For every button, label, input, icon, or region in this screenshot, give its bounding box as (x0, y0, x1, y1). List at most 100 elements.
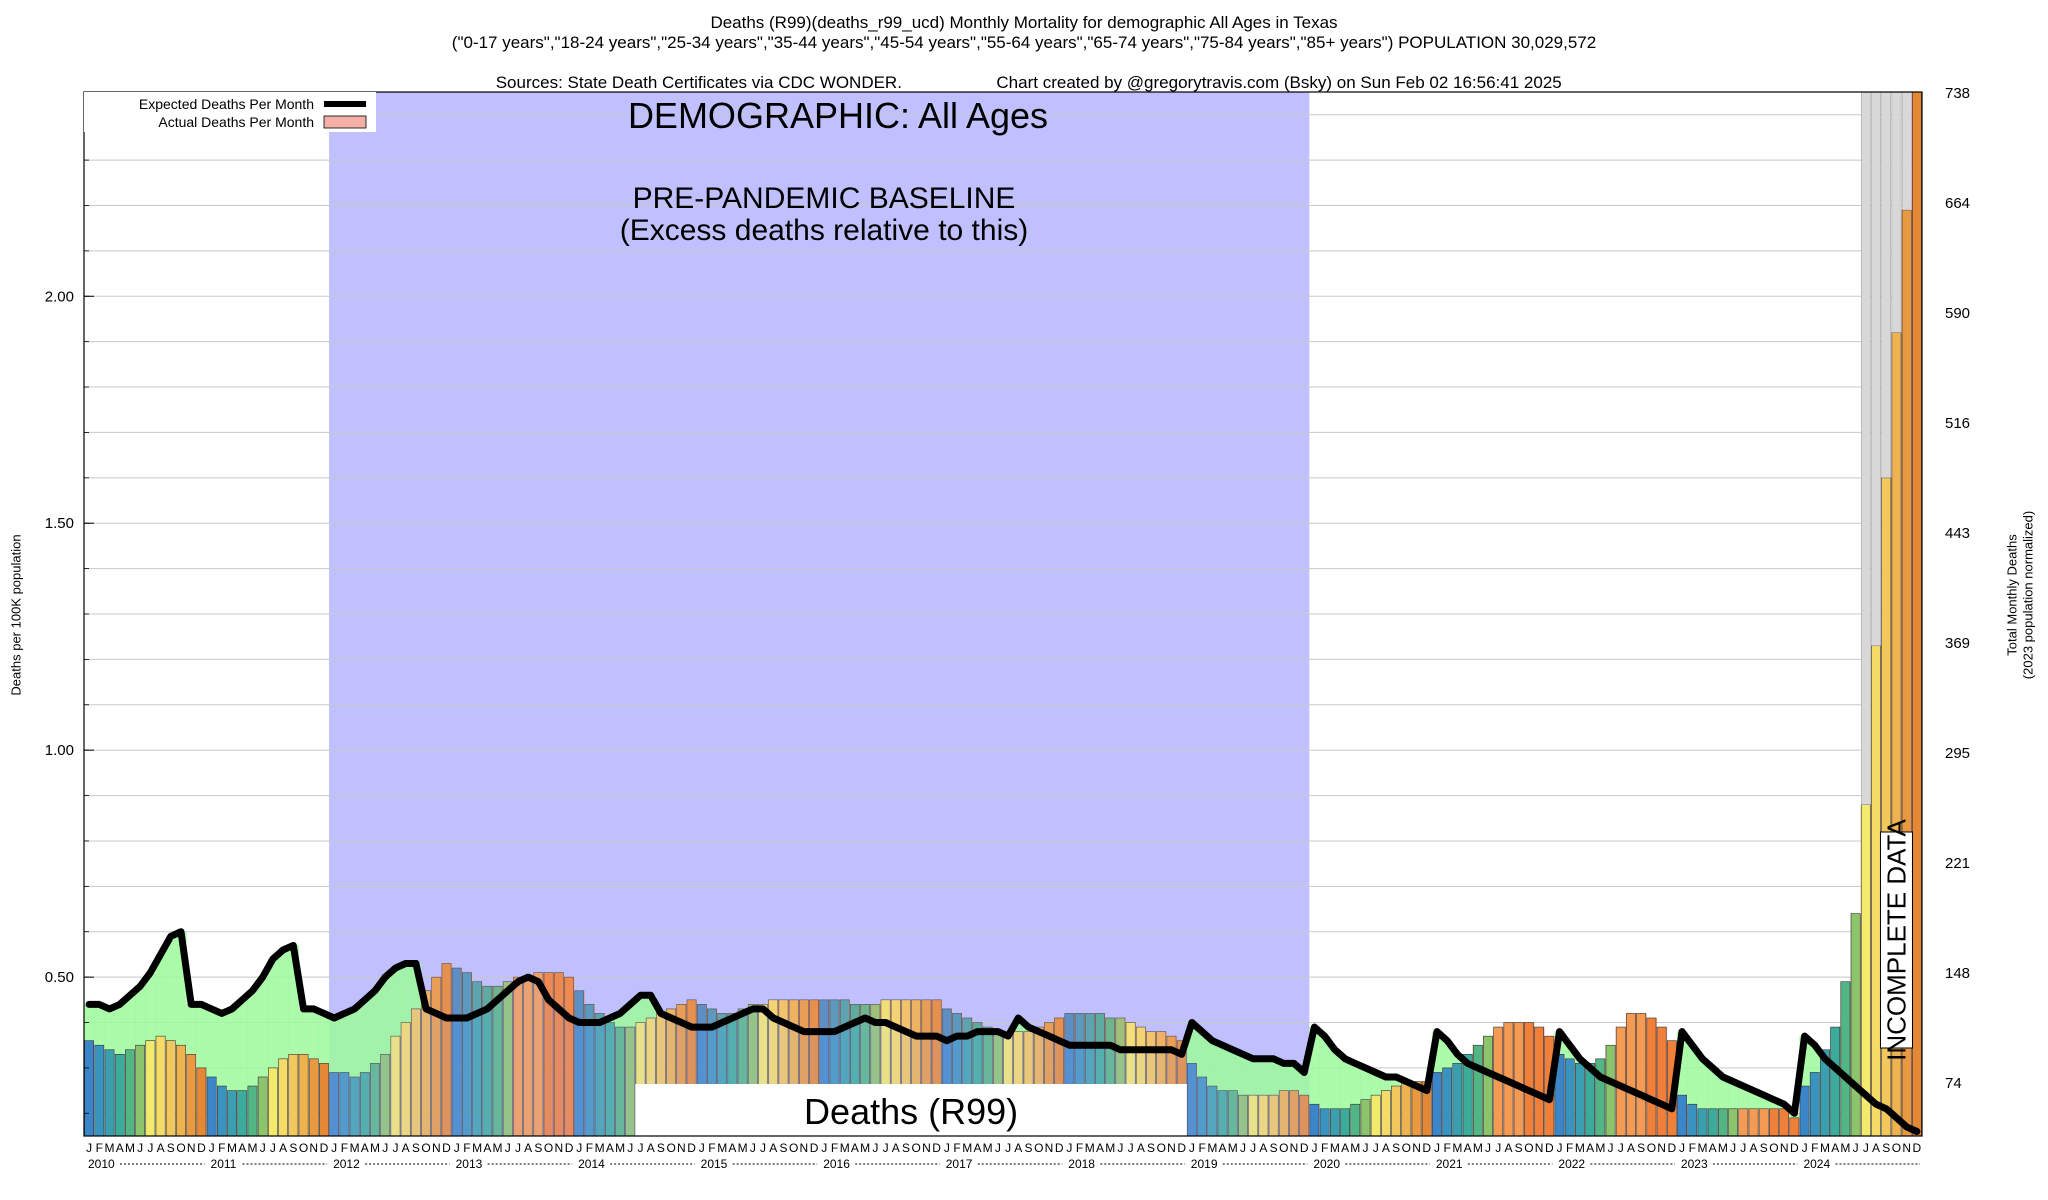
x-month-label: J (1485, 1141, 1491, 1155)
actual-deaths-bar (125, 1049, 135, 1137)
actual-deaths-bar (533, 972, 544, 1137)
actual-deaths-bar (1830, 1026, 1841, 1137)
excess-fill-segment (135, 986, 146, 1046)
x-month-label: D (1300, 1141, 1309, 1155)
excess-fill-segment (349, 1008, 361, 1077)
baseline-annotation-line2: (Excess deaths relative to this) (620, 214, 1029, 247)
x-year-label: 2010 (88, 1157, 115, 1171)
excess-fill-segment (635, 995, 647, 1023)
actual-deaths-bar (1769, 1108, 1779, 1137)
actual-deaths-bar (1636, 1013, 1647, 1137)
actual-deaths-bar (1534, 1026, 1544, 1137)
x-month-label: A (1872, 1141, 1880, 1155)
x-month-label: F (1444, 1141, 1451, 1155)
x-month-label: M (472, 1141, 482, 1155)
x-month-label: O (1157, 1141, 1166, 1155)
x-month-label: J (1240, 1141, 1246, 1155)
excess-fill-segment (1237, 1054, 1249, 1096)
x-month-label: A (116, 1141, 124, 1155)
x-year-label: 2017 (946, 1157, 973, 1171)
actual-deaths-bar (329, 1072, 340, 1137)
x-month-label: O (912, 1141, 921, 1155)
x-month-label: M (1473, 1141, 1483, 1155)
x-month-label: N (554, 1141, 563, 1155)
x-month-label: D (1667, 1141, 1676, 1155)
excess-fill-segment (267, 958, 279, 1068)
y2-tick-label: 74 (1945, 1075, 1962, 1092)
x-month-label: A (1014, 1141, 1022, 1155)
excess-fill-segment (1380, 1076, 1392, 1091)
x-month-label: M (738, 1141, 748, 1155)
x-month-label: A (728, 1141, 736, 1155)
actual-deaths-bar (1319, 1108, 1330, 1137)
x-month-label: J (1495, 1141, 1501, 1155)
excess-fill-segment (329, 1017, 340, 1073)
x-month-label: J (872, 1141, 878, 1155)
excess-fill-segment (1738, 1086, 1749, 1109)
actual-deaths-bar (1564, 1058, 1575, 1137)
actual-deaths-bar (1329, 1108, 1340, 1137)
x-month-label: J (137, 1141, 143, 1155)
x-month-label: D (1790, 1141, 1799, 1155)
actual-deaths-bar (451, 967, 462, 1137)
y2-axis-label-line1: Total Monthly Deaths (2004, 534, 2020, 656)
excess-fill-segment (390, 968, 402, 1037)
actual-deaths-bar (1626, 1013, 1636, 1137)
actual-deaths-bar (1523, 1022, 1534, 1137)
x-month-label: J (454, 1141, 460, 1155)
y2-tick-label: 369 (1945, 635, 1970, 652)
x-month-label: J (1117, 1141, 1123, 1155)
x-month-label: M (1595, 1141, 1605, 1155)
x-month-label: A (892, 1141, 900, 1155)
excess-fill-segment (1339, 1058, 1351, 1109)
x-month-label: J (1730, 1141, 1736, 1155)
x-month-label: A (1709, 1141, 1717, 1155)
x-month-label: J (270, 1141, 276, 1155)
x-month-label: M (1105, 1141, 1115, 1155)
x-month-label: F (1566, 1141, 1573, 1155)
actual-deaths-bar (135, 1044, 146, 1137)
x-month-label: O (1279, 1141, 1288, 1155)
x-month-label: N (1780, 1141, 1789, 1155)
actual-deaths-bar (1238, 1094, 1248, 1137)
actual-deaths-bar (114, 1053, 125, 1137)
actual-deaths-bar (604, 1022, 615, 1137)
x-month-label: A (1464, 1141, 1472, 1155)
legend-expected-label: Expected Deaths Per Month (139, 96, 314, 112)
actual-deaths-bar (1227, 1090, 1238, 1137)
x-month-label: F (586, 1141, 593, 1155)
x-month-label: J (505, 1141, 511, 1155)
x-month-label: A (1504, 1141, 1512, 1155)
y2-tick-label: 295 (1945, 745, 1970, 762)
x-month-label: J (260, 1141, 266, 1155)
x-month-label: F (1321, 1141, 1328, 1155)
x-month-label: N (1412, 1141, 1421, 1155)
demographic-annotation: DEMOGRAPHIC: All Ages (628, 95, 1048, 136)
x-month-label: S (1760, 1141, 1768, 1155)
x-month-label: N (1902, 1141, 1911, 1155)
excess-fill-segment (1299, 1072, 1310, 1096)
excess-fill-segment (216, 1013, 228, 1087)
actual-deaths-bar (1789, 1117, 1800, 1137)
x-month-label: A (279, 1141, 287, 1155)
x-year-label: 2012 (333, 1157, 360, 1171)
x-month-label: O (666, 1141, 675, 1155)
excess-fill-segment (380, 977, 391, 1055)
actual-deaths-bar (1452, 1063, 1463, 1137)
actual-deaths-bar (1605, 1044, 1616, 1137)
legend-actual-swatch (323, 115, 367, 129)
actual-deaths-bar (216, 1085, 227, 1137)
x-month-label: F (1689, 1141, 1696, 1155)
x-month-label: O (1769, 1141, 1778, 1155)
x-month-label: J (995, 1141, 1001, 1155)
y2-tick-label: 738 (1945, 85, 1970, 102)
actual-deaths-bar (1799, 1085, 1810, 1137)
actual-deaths-bar (319, 1063, 329, 1137)
actual-deaths-bar (298, 1053, 309, 1137)
x-month-label: M (1718, 1141, 1728, 1155)
excess-fill-segment (1442, 1040, 1453, 1068)
excess-fill-segment (226, 1008, 238, 1091)
actual-deaths-bar (1197, 1076, 1208, 1137)
x-month-label: D (1177, 1141, 1186, 1155)
actual-deaths-bar (1707, 1108, 1718, 1137)
